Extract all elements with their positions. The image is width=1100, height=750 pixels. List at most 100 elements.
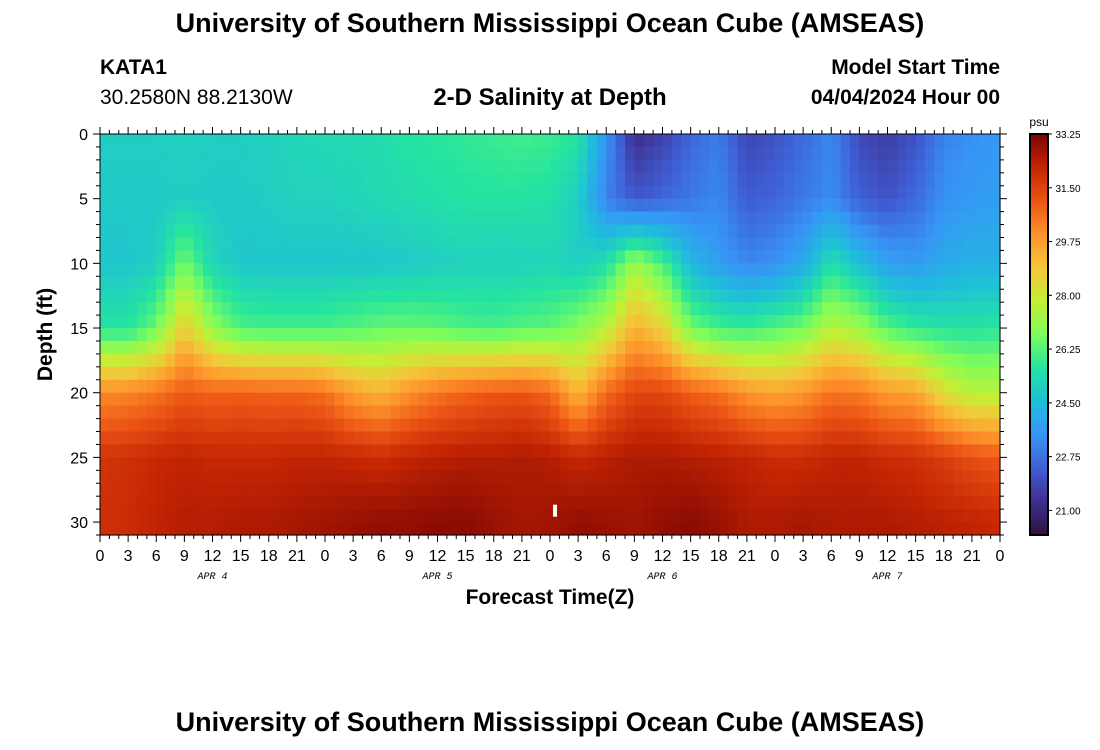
heatmap-cell — [362, 509, 373, 523]
heatmap-cell — [484, 328, 495, 342]
heatmap-cell — [231, 340, 242, 355]
heatmap-cell — [418, 444, 429, 458]
heatmap-cell — [718, 509, 729, 523]
heatmap-cell — [334, 146, 345, 161]
heatmap-cell — [343, 198, 354, 213]
heatmap-cell — [700, 198, 710, 213]
heatmap-cell — [634, 483, 645, 497]
heatmap-cell — [812, 418, 823, 433]
heatmap-cell — [221, 302, 232, 316]
heatmap-cell — [240, 211, 251, 226]
heatmap-cell — [878, 444, 889, 458]
heatmap-cell — [550, 211, 560, 226]
heatmap-cell — [793, 457, 804, 471]
heatmap-cell — [803, 509, 814, 523]
heatmap-cell — [812, 431, 823, 446]
heatmap-cell — [775, 392, 785, 407]
heatmap-cell — [643, 457, 654, 471]
heatmap-cell — [737, 457, 748, 471]
heatmap-cell — [193, 509, 204, 523]
heatmap-cell — [371, 198, 382, 213]
heatmap-cell — [540, 315, 551, 329]
colorbar-swatch — [1030, 257, 1048, 262]
heatmap-cell — [334, 328, 345, 342]
heatmap-cell — [428, 134, 439, 148]
heatmap-cell — [109, 211, 120, 226]
x-tick-label: 21 — [513, 548, 531, 565]
heatmap-cell — [634, 289, 645, 303]
heatmap-cell — [681, 263, 692, 277]
heatmap-cell — [343, 224, 354, 239]
heatmap-cell — [615, 198, 626, 213]
heatmap-cell — [915, 134, 926, 148]
heatmap-cell — [100, 159, 110, 174]
heatmap-cell — [962, 211, 973, 226]
heatmap-cell — [690, 353, 701, 368]
heatmap-cell — [156, 146, 167, 161]
heatmap-cell — [662, 159, 673, 174]
x-tick-label: 6 — [152, 548, 161, 565]
heatmap-cell — [878, 146, 889, 161]
heatmap-cell — [662, 496, 673, 510]
heatmap-cell — [118, 522, 129, 536]
heatmap-cell — [925, 328, 935, 342]
heatmap-cell — [943, 134, 954, 148]
heatmap-cell — [296, 134, 307, 148]
heatmap-cell — [362, 522, 373, 536]
heatmap-cell — [418, 263, 429, 277]
heatmap-cell — [756, 379, 767, 394]
heatmap-cell — [756, 224, 767, 239]
heatmap-cell — [625, 250, 635, 264]
heatmap-cell — [971, 146, 982, 161]
heatmap-cell — [221, 366, 232, 381]
heatmap-cell — [231, 522, 242, 536]
heatmap-cell — [371, 470, 382, 484]
heatmap-cell — [868, 353, 879, 368]
heatmap-cell — [671, 509, 682, 523]
heatmap-cell — [156, 483, 167, 497]
heatmap-cell — [887, 172, 898, 187]
heatmap-cell — [400, 302, 410, 316]
heatmap-cell — [175, 250, 185, 264]
heatmap-cell — [418, 250, 429, 264]
heatmap-cell — [784, 276, 795, 290]
heatmap-cell — [128, 185, 139, 200]
heatmap-cell — [353, 444, 364, 458]
heatmap-cell — [690, 483, 701, 497]
heatmap-cell — [306, 263, 317, 277]
heatmap-cell — [362, 198, 373, 213]
heatmap-cell — [212, 263, 223, 277]
heatmap-cell — [381, 134, 392, 148]
heatmap-cell — [568, 353, 579, 368]
heatmap-cell — [240, 392, 251, 407]
heatmap-cell — [981, 522, 992, 536]
heatmap-cell — [831, 353, 842, 368]
heatmap-cell — [943, 315, 954, 329]
heatmap-cell — [709, 496, 720, 510]
heatmap-cell — [521, 444, 532, 458]
heatmap-cell — [446, 392, 457, 407]
heatmap-cell — [259, 315, 270, 329]
heatmap-cell — [662, 328, 673, 342]
heatmap-cell — [775, 198, 785, 213]
heatmap-cell — [418, 522, 429, 536]
heatmap-cell — [718, 496, 729, 510]
heatmap-cell — [981, 185, 992, 200]
heatmap-cell — [137, 263, 148, 277]
heatmap-cell — [934, 224, 945, 239]
colorbar-swatch — [1030, 260, 1048, 265]
heatmap-cell — [325, 457, 335, 471]
heatmap-cell — [868, 250, 879, 264]
heatmap-cell — [868, 483, 879, 497]
heatmap-cell — [446, 366, 457, 381]
heatmap-cell — [606, 328, 617, 342]
heatmap-cell — [850, 418, 860, 433]
heatmap-cell — [390, 289, 401, 303]
heatmap-cell — [409, 496, 420, 510]
heatmap-cell — [240, 315, 251, 329]
heatmap-cell — [521, 224, 532, 239]
heatmap-cell — [690, 159, 701, 174]
heatmap-cell — [662, 405, 673, 420]
